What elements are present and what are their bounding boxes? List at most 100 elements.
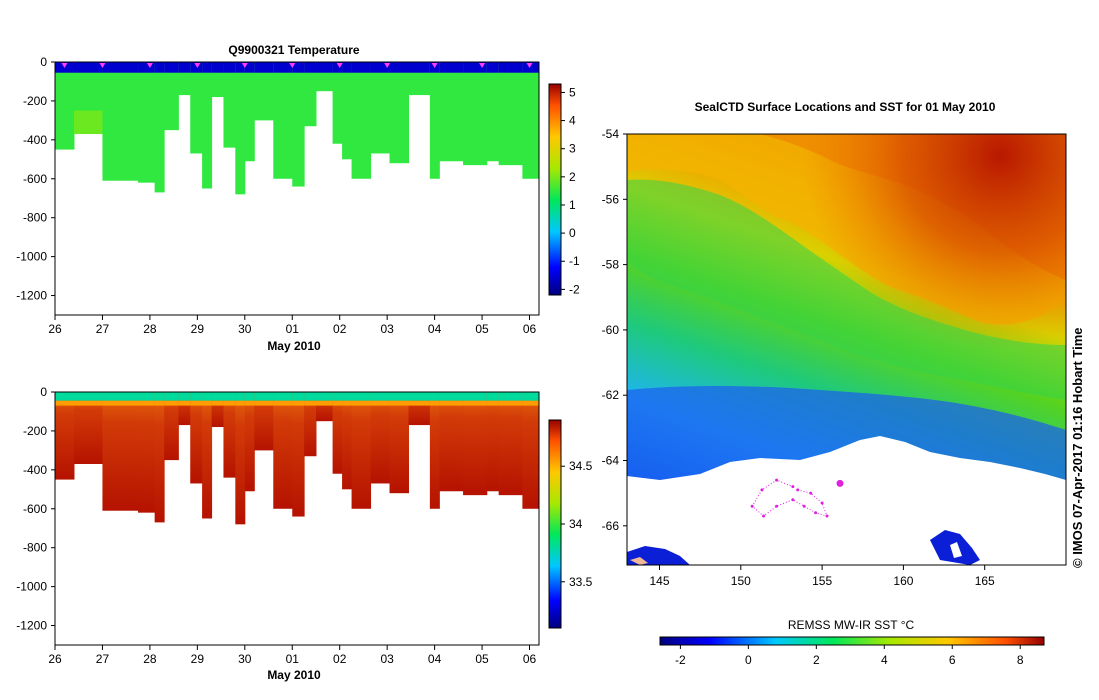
- surface-marker: [479, 63, 486, 68]
- surface-layer: [254, 62, 274, 73]
- y-tick-label: -400: [23, 463, 47, 477]
- surface-layer: [102, 392, 139, 401]
- profile-column: [351, 392, 372, 509]
- map-y-tick-label: -66: [602, 519, 620, 533]
- surface-layer: [235, 392, 246, 401]
- map-y-tick-label: -58: [602, 258, 620, 272]
- profile-column: [332, 62, 343, 144]
- y-tick-label: -800: [23, 211, 47, 225]
- upper-layer: [211, 400, 224, 406]
- surface-marker: [526, 63, 533, 68]
- profile-column: [370, 62, 391, 154]
- profile-column: [190, 62, 203, 154]
- surface-layer: [439, 62, 464, 73]
- map-y-tick-label: -56: [602, 192, 620, 206]
- colorbar-tick-label: 3: [569, 142, 576, 156]
- profile-column: [486, 392, 500, 492]
- sst-colorbar-ticks: -2 0 2 4 6 8: [675, 645, 1024, 667]
- surface-layer: [235, 62, 246, 73]
- surface-layer: [315, 392, 334, 401]
- sst-map-field: [627, 134, 1066, 565]
- y-tick-label: -1000: [16, 250, 47, 264]
- map-y-tick-label: -62: [602, 388, 620, 402]
- upper-layer: [370, 400, 391, 406]
- x-tick-label: 01: [286, 652, 300, 666]
- surface-layer: [273, 392, 293, 401]
- salinity-x-axis: 26 27 28 29 30 01 02 03 04 05 06: [48, 645, 537, 666]
- surface-layer: [486, 62, 500, 73]
- upper-layer: [154, 400, 165, 406]
- profile-column: [55, 392, 75, 480]
- profile-column: [463, 62, 488, 166]
- imos-credit: © IMOS 07-Apr-2017 01:16 Hobart Time: [1070, 327, 1085, 568]
- seal-track-point: [809, 491, 813, 495]
- temperature-chart-title: Q9900321 Temperature: [228, 43, 360, 57]
- surface-layer: [211, 392, 224, 401]
- seal-track-point: [802, 504, 806, 508]
- sst-green-band: [627, 179, 1066, 400]
- colorbar-tick-label: 4: [569, 114, 576, 128]
- x-tick-label: 30: [238, 322, 252, 336]
- x-tick-label: 02: [333, 322, 347, 336]
- x-tick-label: 27: [96, 652, 110, 666]
- surface-layer: [370, 392, 391, 401]
- upper-layer: [55, 400, 75, 406]
- profile-column: [351, 62, 372, 179]
- upper-layer: [498, 400, 523, 406]
- profile-column: [389, 62, 410, 164]
- seal-track-point: [791, 485, 795, 489]
- colorbar-tick-label: 33.5: [569, 575, 593, 589]
- profile-column: [498, 62, 523, 166]
- x-tick-label: 26: [48, 322, 62, 336]
- surface-layer: [463, 392, 488, 401]
- x-tick-label: 05: [475, 322, 489, 336]
- profile-column: [55, 62, 75, 150]
- profile-column: [273, 62, 293, 179]
- profile-column: [429, 62, 440, 179]
- sst-map-x-axis: 145 150 155 160 165: [650, 565, 995, 588]
- surface-layer: [439, 392, 464, 401]
- x-tick-label: 06: [523, 322, 537, 336]
- profile-column: [138, 392, 156, 513]
- surface-marker: [431, 63, 438, 68]
- sst-colorbar-tick-label: 2: [813, 653, 820, 667]
- upper-layer: [273, 400, 293, 406]
- temperature-plot-frame: [54, 61, 540, 316]
- sst-colorbar-tick-label: 0: [745, 653, 752, 667]
- surface-layer: [342, 392, 353, 401]
- upper-layer: [439, 400, 464, 406]
- surface-layer: [498, 62, 523, 73]
- surface-layer: [292, 392, 305, 401]
- profile-column: [486, 62, 500, 162]
- x-tick-label: 01: [286, 322, 300, 336]
- surface-layer: [332, 392, 343, 401]
- map-x-tick-label: 155: [812, 574, 832, 588]
- sst-colorbar-tick-label: 4: [881, 653, 888, 667]
- surface-layer: [254, 392, 274, 401]
- surface-layer: [102, 62, 139, 73]
- surface-layer: [273, 62, 293, 73]
- profile-column: [235, 392, 246, 525]
- upper-layer: [463, 400, 488, 406]
- upper-layer: [138, 400, 156, 406]
- surface-layer: [304, 392, 317, 401]
- y-tick-label: -1000: [16, 580, 47, 594]
- surface-layer: [498, 392, 523, 401]
- profile-column: [304, 62, 317, 127]
- sst-colorbar: [659, 636, 1045, 646]
- upper-layer: [102, 400, 139, 406]
- seal-track-point: [796, 488, 800, 492]
- surface-marker: [61, 63, 68, 68]
- upper-layer: [342, 400, 353, 406]
- temperature-colorbar-ticks: 5 4 3 2 1 0 -1 -2: [561, 85, 580, 296]
- x-tick-label: 29: [191, 322, 205, 336]
- profile-column: [370, 392, 391, 484]
- profile-column: [463, 392, 488, 496]
- surface-layer: [164, 392, 179, 401]
- seal-track-point: [814, 511, 818, 515]
- upper-layer: [178, 400, 191, 406]
- profile-column: [292, 392, 305, 517]
- sst-map-y-axis: -54 -56 -58 -60 -62 -64 -66: [602, 127, 627, 533]
- surface-layer: [522, 392, 539, 401]
- profile-column: [273, 392, 293, 509]
